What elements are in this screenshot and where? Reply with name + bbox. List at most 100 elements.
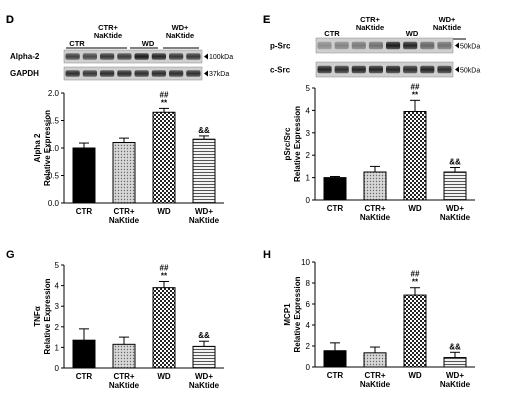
- size-marker-arrow: [204, 53, 208, 60]
- y-tick-label: 4: [306, 321, 311, 330]
- panel-letter: G: [6, 249, 15, 261]
- y-axis-label: MCP1Relative Expression: [283, 276, 302, 352]
- x-tick-label: CTR: [76, 372, 93, 381]
- y-tick-label: 3: [306, 129, 311, 138]
- bar: [403, 294, 427, 368]
- y-axis-label: TNFαRelative Expression: [33, 278, 52, 354]
- blot-band: [420, 41, 435, 50]
- y-tick-label: 1.0: [48, 144, 60, 153]
- y-tick-label: 4: [306, 106, 311, 115]
- bar: [192, 345, 216, 369]
- panel-letter: E: [263, 14, 270, 26]
- bar: [443, 357, 467, 368]
- y-tick-label: 1: [306, 174, 311, 183]
- x-tick-label: CTR: [327, 204, 344, 213]
- blot-band: [317, 41, 332, 50]
- blot-band: [100, 70, 115, 77]
- y-tick-label: 2: [306, 151, 311, 160]
- blot-strip: [63, 49, 203, 64]
- blot-band: [65, 53, 80, 60]
- size-marker-label: 37kDa: [209, 71, 229, 78]
- size-marker-arrow: [204, 70, 208, 77]
- blot-band: [117, 53, 132, 60]
- chart-panel-H: H 0 2 4 6 8 10 MCP1Relative Expression CTR CTR+ Na…: [263, 249, 475, 389]
- x-tick-label: CTR: [76, 207, 93, 216]
- x-tick-label: WD+ NaKtide: [189, 207, 220, 225]
- bar: [72, 147, 96, 204]
- blot-band: [351, 41, 366, 50]
- blot-row-label: c-Src: [270, 66, 291, 75]
- blot-band: [403, 65, 418, 74]
- western-blot-E: E CTR CTR+ NaKtide WD WD+ NaKtide p-Src 50kDa c-S…: [263, 14, 480, 78]
- blot-band: [334, 41, 349, 50]
- significance-label: &&: [198, 126, 210, 135]
- blot-band: [351, 65, 366, 74]
- chart-layer: D 0.0 0.5 1.0 1.5 2.0 Alpha 2Relative Expressi…: [6, 14, 475, 390]
- blot-strip: [63, 66, 203, 81]
- x-tick-label: WD+ NaKtide: [189, 372, 220, 390]
- panel-letter: H: [263, 249, 271, 261]
- blot-band: [134, 53, 149, 60]
- significance-label: &&: [449, 342, 461, 351]
- size-marker-label: 50kDa: [460, 68, 480, 75]
- y-tick-label: 1: [55, 343, 60, 352]
- bar: [403, 111, 427, 201]
- blot-strip: [315, 61, 454, 78]
- panel-letter: E: [263, 14, 270, 26]
- y-tick-label: 4: [55, 282, 60, 291]
- x-tick-label: CTR+ NaKtide: [109, 207, 140, 225]
- x-tick-label: CTR+ NaKtide: [109, 372, 140, 390]
- y-tick-label: 0.0: [48, 199, 60, 208]
- blot-row-label: Alpha-2: [10, 52, 40, 61]
- size-marker-arrow: [455, 66, 459, 73]
- blot-band: [437, 41, 452, 50]
- blot-group-label: CTR: [69, 39, 85, 48]
- blot-row-label: p-Src: [270, 42, 291, 51]
- blot-layer: D CTR CTR+ NaKtide WD WD+ NaKtide Alpha-2 100kDa…: [6, 14, 480, 81]
- blot-strip: [315, 37, 454, 54]
- y-axis-label: pSrc/SrcRelative Expression: [283, 106, 302, 182]
- blot-band: [117, 70, 132, 77]
- bar: [112, 343, 136, 369]
- blot-group-label: WD: [406, 29, 419, 38]
- bar: [443, 171, 467, 201]
- blot-band: [151, 70, 166, 77]
- chart-panel-D: D 0.0 0.5 1.0 1.5 2.0 Alpha 2Relative Expressi…: [6, 14, 224, 225]
- y-tick-label: 8: [306, 279, 311, 288]
- blot-band: [368, 65, 383, 74]
- blot-group-label: WD+ NaKtide: [433, 15, 461, 32]
- blot-band: [82, 70, 97, 77]
- blot-group-label: WD: [142, 39, 155, 48]
- significance-label: &&: [198, 331, 210, 340]
- size-marker-label: 100kDa: [209, 54, 233, 61]
- significance-label: ## **: [411, 82, 420, 99]
- y-tick-label: 3: [55, 302, 60, 311]
- bar: [152, 111, 176, 204]
- blot-band: [151, 53, 166, 60]
- y-tick-label: 10: [301, 258, 310, 267]
- blot-band: [420, 65, 435, 74]
- y-tick-label: 0: [306, 196, 311, 205]
- size-marker-arrow: [455, 42, 459, 49]
- x-tick-label: WD: [157, 372, 171, 381]
- bar: [192, 138, 216, 204]
- x-tick-label: WD: [408, 371, 422, 380]
- panel-letter: D: [6, 14, 14, 26]
- x-tick-label: WD: [408, 204, 422, 213]
- blot-band: [65, 70, 80, 77]
- panel-letter: D: [6, 14, 14, 26]
- blot-band: [186, 53, 201, 60]
- blot-group-label: WD+ NaKtide: [166, 23, 194, 40]
- x-tick-label: CTR: [327, 371, 344, 380]
- blot-band: [403, 41, 418, 50]
- y-tick-label: 0: [306, 363, 311, 372]
- blot-band: [134, 70, 149, 77]
- chart-panel-E: E 0 1 2 3 4 5 pSrc/SrcRelative Expression CTR CTR…: [263, 14, 475, 222]
- bar: [112, 142, 136, 204]
- blot-band: [169, 53, 184, 60]
- blot-band: [169, 70, 184, 77]
- blot-band: [82, 53, 97, 60]
- bar: [363, 352, 387, 368]
